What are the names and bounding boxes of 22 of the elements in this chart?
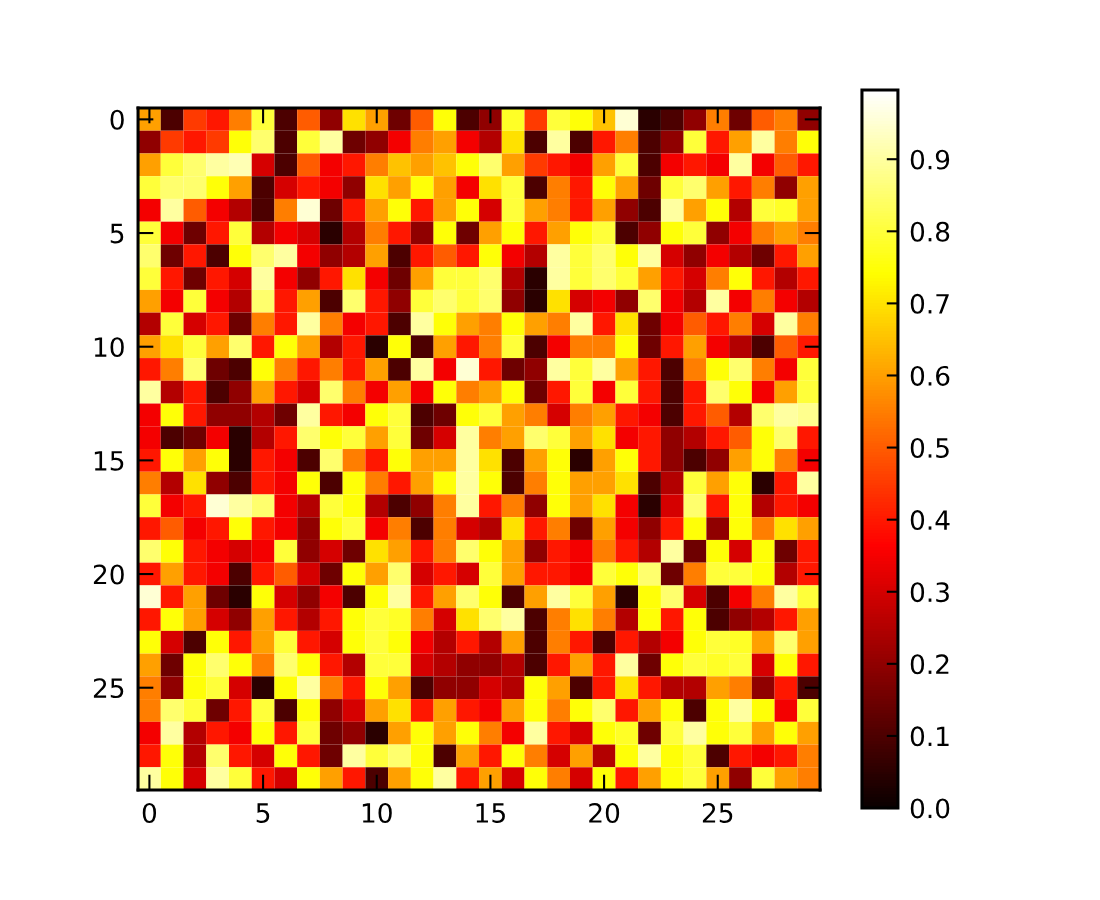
x-tick-label: 5 — [256, 803, 270, 823]
y-tick-label: 20 — [93, 564, 124, 585]
color-bar-label: 0.2 — [910, 654, 949, 675]
x-tick-label: 10 — [362, 802, 392, 823]
y-tick-label: 15 — [94, 451, 124, 471]
color-bar-label: 0.4 — [910, 510, 950, 531]
y-tick-label: 5 — [110, 223, 124, 244]
color-bar-label: 0.3 — [910, 582, 949, 603]
color-bar-label: 0.7 — [910, 293, 949, 314]
y-tick-label: 10 — [94, 337, 124, 358]
color-bar-label: 0.0 — [910, 798, 950, 819]
x-tick-label: 20 — [589, 802, 620, 823]
x-tick-label: 15 — [476, 803, 505, 823]
y-tick-label: 0 — [110, 109, 124, 130]
color-bar-label: 0.6 — [910, 365, 950, 386]
color-bar-label: 0.5 — [910, 438, 949, 458]
color-bar-label: 0.1 — [910, 726, 949, 747]
x-tick-label: 0 — [142, 802, 157, 823]
x-tick-label: 25 — [702, 802, 733, 823]
y-tick-label: 25 — [93, 678, 124, 699]
color-bar-label: 0.8 — [910, 221, 950, 242]
color-bar-label: 0.9 — [910, 149, 950, 170]
